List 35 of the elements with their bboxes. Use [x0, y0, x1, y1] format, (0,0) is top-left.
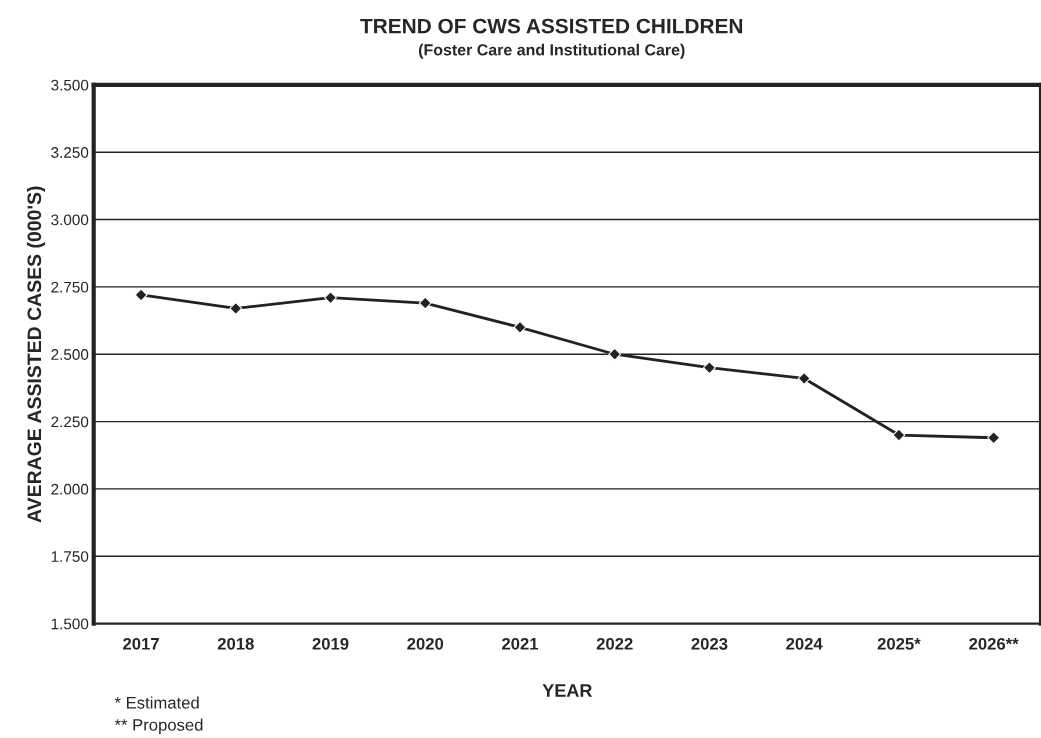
x-tick-label: 2017	[123, 637, 159, 650]
x-tick-label: 2021	[502, 637, 539, 650]
text: * Estimated	[114, 696, 199, 709]
y-tick-label: 1.500	[51, 618, 89, 630]
y-tick-label: 3.000	[51, 214, 89, 226]
y-tick-label: 2.500	[51, 349, 89, 360]
point	[229, 302, 243, 315]
point	[608, 347, 622, 361]
y-axis-title: AVERAGE ASSISTED CASES (000'S)	[26, 186, 46, 523]
x-axis-title: YEAR	[542, 684, 593, 697]
x-tick-label: 2024	[786, 637, 823, 650]
y-tick-label: 1.750	[51, 551, 89, 562]
x-tick-label: 2019	[312, 637, 349, 650]
chart-subtitle: (Foster Care and Institutional Care)	[418, 43, 685, 59]
x-tick-label: 2025*	[877, 637, 921, 650]
x-tick-label: 2022	[596, 637, 633, 650]
point	[418, 296, 432, 310]
text: ** Proposed	[114, 718, 203, 735]
point	[134, 288, 148, 302]
x-tick-label: 2018	[217, 637, 254, 650]
point	[797, 372, 811, 385]
point	[513, 320, 527, 334]
x-tick-label: 2026**	[969, 637, 1019, 650]
y-tick-label: 2.000	[51, 483, 89, 495]
x-tick-label: 2023	[691, 637, 728, 650]
point	[324, 291, 337, 305]
point	[892, 428, 906, 442]
y-tick-label: 3.250	[51, 147, 89, 158]
point	[987, 431, 1001, 445]
y-tick-label: 2.750	[51, 281, 89, 293]
x-tick-label: 2020	[407, 637, 444, 650]
point	[703, 361, 716, 375]
chart-title: TREND OF CWS ASSISTED CHILDREN	[360, 18, 743, 34]
y-tick-label: 2.250	[51, 416, 89, 428]
y-tick-label: 3.500	[51, 79, 89, 91]
